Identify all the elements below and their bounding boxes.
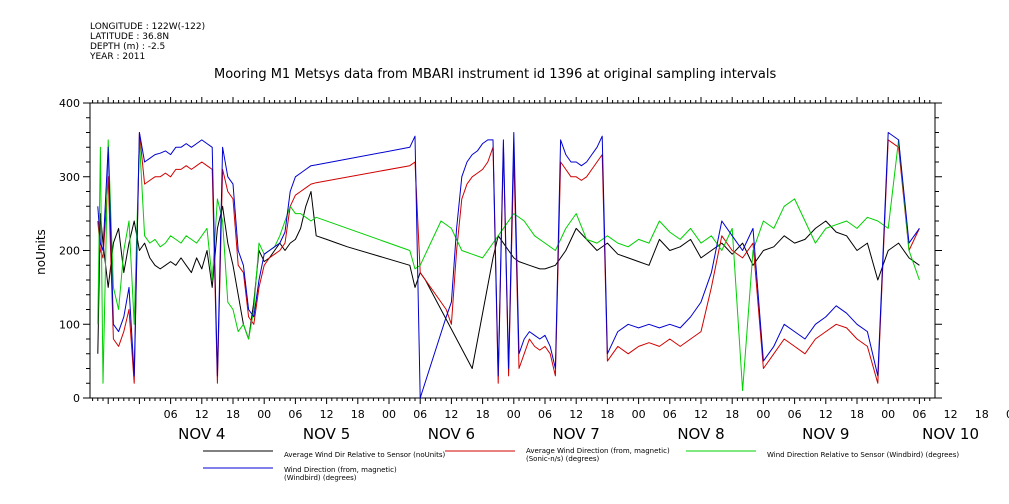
x-hour-label: 12 bbox=[195, 408, 209, 421]
axes bbox=[83, 97, 942, 404]
series-avg-dir-sonic bbox=[97, 132, 920, 384]
x-hour-label: 06 bbox=[912, 408, 926, 421]
x-hour-label: 06 bbox=[288, 408, 302, 421]
x-hour-label: 06 bbox=[164, 408, 178, 421]
year-label: YEAR : 2011 bbox=[90, 52, 146, 62]
series-avg-dir-sensor bbox=[97, 191, 920, 369]
y-tick-label: 400 bbox=[59, 97, 80, 110]
legend bbox=[203, 450, 756, 469]
x-hour-label: 18 bbox=[975, 408, 989, 421]
y-tick-label: 0 bbox=[73, 392, 80, 405]
x-day-label: NOV 5 bbox=[303, 425, 350, 443]
latitude-label: LATITUDE : 36.8N bbox=[90, 32, 170, 42]
x-hour-label: 18 bbox=[351, 408, 365, 421]
y-axis-label: noUnits bbox=[34, 229, 48, 275]
x-hour-label: 06 bbox=[663, 408, 677, 421]
x-day-label: NOV 8 bbox=[677, 425, 724, 443]
x-hour-label: 00 bbox=[382, 408, 396, 421]
series-lines bbox=[97, 132, 920, 399]
tick-labels: 0 100 200 300 400 06 12 18 00 06 12 18 00 06 12 18 00 06 1… bbox=[59, 97, 1009, 443]
x-hour-label: 18 bbox=[226, 408, 240, 421]
x-hour-label: 00 bbox=[756, 408, 770, 421]
x-hour-label: 06 bbox=[788, 408, 802, 421]
y-tick-label: 300 bbox=[59, 171, 80, 184]
longitude-label: LONGITUDE : 122W(-122) bbox=[90, 22, 206, 32]
x-hour-label: 12 bbox=[569, 408, 583, 421]
x-hour-label: 18 bbox=[600, 408, 614, 421]
legend-label-avg-dir-sonic: Average Wind Direction (from, magnetic) … bbox=[526, 447, 670, 463]
x-day-label: NOV 10 bbox=[922, 425, 979, 443]
x-hour-label: 18 bbox=[476, 408, 490, 421]
x-hour-label: 18 bbox=[850, 408, 864, 421]
series-dir-windbird bbox=[97, 132, 920, 399]
x-hour-label: 00 bbox=[881, 408, 895, 421]
x-hour-label: 06 bbox=[538, 408, 552, 421]
legend-label-avg-dir-sensor: Average Wind Dir Relative to Sensor (noU… bbox=[284, 451, 446, 459]
x-day-label: NOV 6 bbox=[428, 425, 475, 443]
x-day-label: NOV 9 bbox=[802, 425, 849, 443]
x-hour-label: 12 bbox=[444, 408, 458, 421]
legend-label-dir-rel-windbird: Wind Direction Relative to Sensor (Windb… bbox=[767, 451, 960, 459]
x-hour-label: 00 bbox=[1006, 408, 1009, 421]
x-day-label: NOV 4 bbox=[178, 425, 225, 443]
x-hour-label: 00 bbox=[257, 408, 271, 421]
y-tick-label: 200 bbox=[59, 245, 80, 258]
x-day-label: NOV 7 bbox=[553, 425, 600, 443]
x-hour-label: 18 bbox=[725, 408, 739, 421]
depth-label: DEPTH (m) : -2.5 bbox=[90, 42, 166, 52]
x-hour-label: 12 bbox=[944, 408, 958, 421]
x-hour-label: 12 bbox=[819, 408, 833, 421]
x-hour-label: 06 bbox=[413, 408, 427, 421]
x-hour-label: 12 bbox=[694, 408, 708, 421]
legend-label-dir-windbird: Wind Direction (from, magnetic) (Windbir… bbox=[284, 466, 397, 482]
chart-title: Mooring M1 Metsys data from MBARI instru… bbox=[214, 67, 777, 82]
x-hour-label: 00 bbox=[632, 408, 646, 421]
x-hour-label: 00 bbox=[507, 408, 521, 421]
x-hour-label: 12 bbox=[320, 408, 334, 421]
y-tick-label: 100 bbox=[59, 318, 80, 331]
series-dir-rel-windbird bbox=[97, 139, 920, 392]
